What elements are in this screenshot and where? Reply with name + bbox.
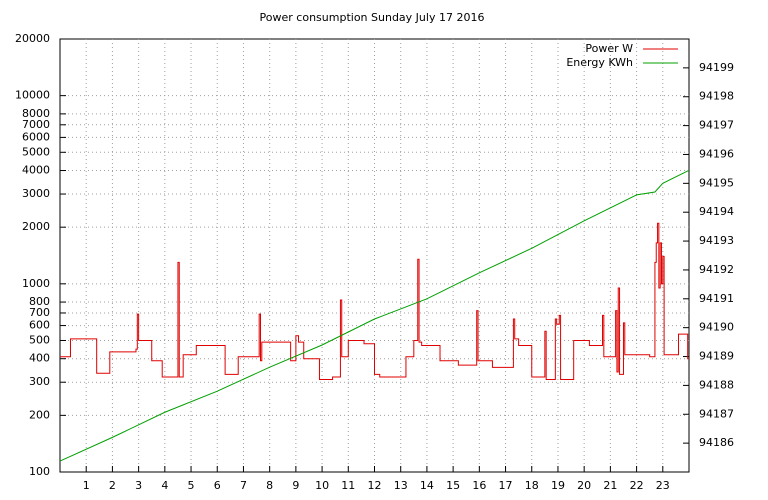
y-tick-label: 200 bbox=[29, 408, 50, 421]
y-tick-label: 4000 bbox=[22, 164, 50, 177]
y-tick-label: 8000 bbox=[22, 107, 50, 120]
y2-tick-label: 94193 bbox=[699, 234, 734, 247]
x-tick-label: 2 bbox=[109, 479, 116, 492]
y-tick-label: 7000 bbox=[22, 118, 50, 131]
y-tick-label: 500 bbox=[29, 333, 50, 346]
y2-tick-label: 94196 bbox=[699, 147, 734, 160]
y-tick-label: 10000 bbox=[15, 89, 50, 102]
y-tick-label: 800 bbox=[29, 295, 50, 308]
y-tick-label: 100 bbox=[29, 465, 50, 478]
x-tick-label: 16 bbox=[472, 479, 486, 492]
y-tick-label: 600 bbox=[29, 319, 50, 332]
x-tick-label: 10 bbox=[315, 479, 329, 492]
y-tick-label: 20000 bbox=[15, 32, 50, 45]
y2-tick-label: 94190 bbox=[699, 321, 734, 334]
series-line bbox=[59, 169, 690, 462]
x-tick-label: 12 bbox=[368, 479, 382, 492]
y-tick-label: 300 bbox=[29, 375, 50, 388]
x-tick-label: 5 bbox=[188, 479, 195, 492]
x-tick-label: 4 bbox=[161, 479, 168, 492]
y2-tick-label: 94186 bbox=[699, 436, 734, 449]
y-tick-label: 700 bbox=[29, 306, 50, 319]
y2-tick-label: 94195 bbox=[699, 176, 734, 189]
y2-tick-label: 94191 bbox=[699, 292, 734, 305]
series-line bbox=[60, 222, 689, 381]
chart-title: Power consumption Sunday July 17 2016 bbox=[260, 11, 485, 24]
x-tick-label: 13 bbox=[394, 479, 408, 492]
x-tick-label: 23 bbox=[656, 479, 670, 492]
x-tick-label: 6 bbox=[214, 479, 221, 492]
legend-label: Energy KWh bbox=[566, 56, 633, 69]
y-tick-label: 3000 bbox=[22, 187, 50, 200]
x-tick-label: 18 bbox=[525, 479, 539, 492]
y-tick-label: 400 bbox=[29, 352, 50, 365]
x-tick-label: 7 bbox=[240, 479, 247, 492]
x-tick-label: 3 bbox=[135, 479, 142, 492]
x-tick-label: 20 bbox=[577, 479, 591, 492]
x-tick-label: 8 bbox=[266, 479, 273, 492]
x-tick-label: 1 bbox=[83, 479, 90, 492]
x-tick-label: 22 bbox=[630, 479, 644, 492]
x-tick-label: 11 bbox=[341, 479, 355, 492]
y2-tick-label: 94189 bbox=[699, 350, 734, 363]
y-tick-label: 5000 bbox=[22, 145, 50, 158]
y2-tick-label: 94198 bbox=[699, 90, 734, 103]
y-tick-label: 2000 bbox=[22, 220, 50, 233]
y2-tick-label: 94199 bbox=[699, 61, 734, 74]
x-tick-label: 14 bbox=[420, 479, 434, 492]
y2-tick-label: 94197 bbox=[699, 119, 734, 132]
y2-tick-label: 94194 bbox=[699, 205, 734, 218]
y-tick-label: 6000 bbox=[22, 130, 50, 143]
x-tick-label: 9 bbox=[292, 479, 299, 492]
y2-tick-label: 94187 bbox=[699, 407, 734, 420]
x-tick-label: 17 bbox=[499, 479, 513, 492]
y2-tick-label: 94188 bbox=[699, 378, 734, 391]
y2-tick-label: 94192 bbox=[699, 263, 734, 276]
x-tick-label: 19 bbox=[551, 479, 565, 492]
y-tick-label: 1000 bbox=[22, 277, 50, 290]
x-tick-label: 15 bbox=[446, 479, 460, 492]
legend-label: Power W bbox=[585, 42, 633, 55]
x-tick-label: 21 bbox=[603, 479, 617, 492]
